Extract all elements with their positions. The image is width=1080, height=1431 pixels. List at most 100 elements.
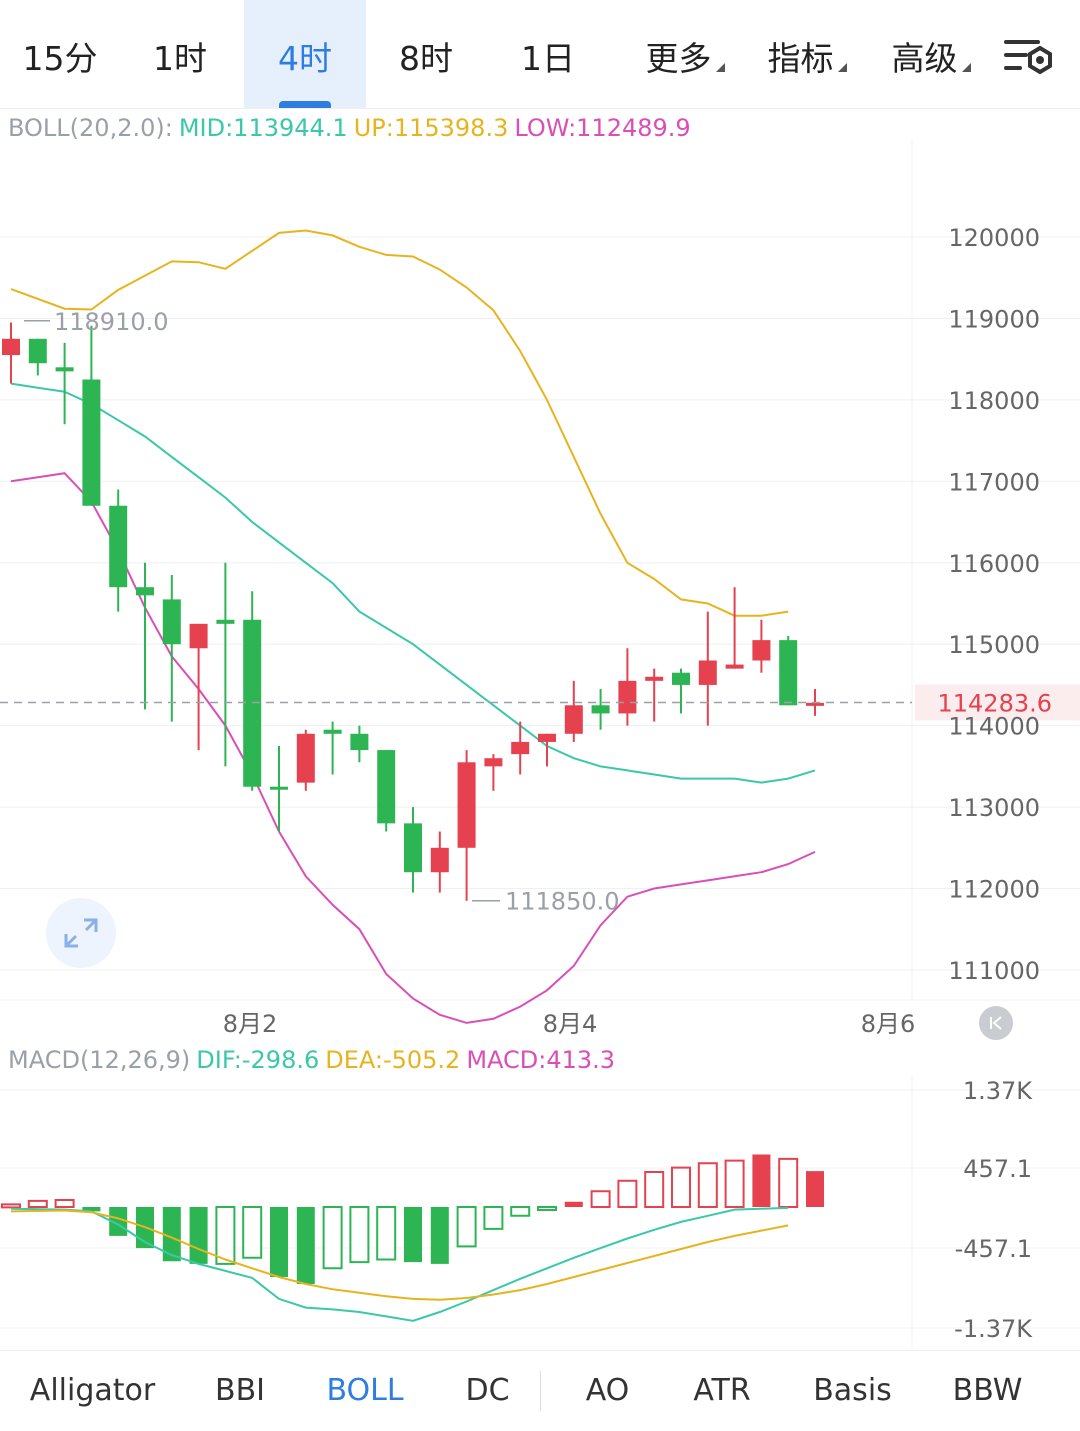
macd-histogram-bar xyxy=(54,1199,75,1208)
candle xyxy=(484,754,503,791)
indicator-boll[interactable]: BOLL xyxy=(310,1351,420,1431)
macd-chart[interactable]: 1.37K 457.1 -457.1 -1.37K xyxy=(0,1075,1080,1350)
candle-body xyxy=(645,676,664,681)
low-marker-label: 111850.0 xyxy=(505,888,620,916)
boll-upper-line xyxy=(10,229,789,617)
macd-tick-label: 1.37K xyxy=(963,1077,1033,1105)
candle-body xyxy=(2,338,20,356)
macd-histogram-bar xyxy=(162,1207,181,1262)
expand-arrows-icon xyxy=(64,918,98,948)
candle xyxy=(55,342,74,425)
candle-body xyxy=(698,660,717,685)
tab-4h[interactable]: 4时 xyxy=(244,0,366,108)
candle xyxy=(162,574,181,722)
macd-histogram-bar xyxy=(778,1157,799,1208)
timeframe-bar: 15分 1时 4时 8时 1日 更多 指标 高级 xyxy=(0,0,1080,109)
chart-settings-icon[interactable] xyxy=(1002,36,1056,82)
candle-body xyxy=(752,640,771,661)
macd-histogram-bar xyxy=(349,1206,370,1264)
price-tick-label: 115000 xyxy=(948,631,1040,659)
candle-body xyxy=(377,750,396,824)
price-tick-label: 111000 xyxy=(948,957,1040,985)
date-tick-label: 8月6 xyxy=(861,1010,916,1038)
macd-histogram-bar xyxy=(537,1206,557,1211)
candle xyxy=(296,729,315,791)
macd-histogram-bar xyxy=(697,1162,718,1208)
candle-body xyxy=(109,505,128,588)
candle-body xyxy=(511,741,530,755)
candle-body xyxy=(55,367,74,372)
candle-body xyxy=(457,762,476,848)
boll-mid-value: MID:113944.1 xyxy=(178,114,348,142)
price-tick-label: 114000 xyxy=(948,713,1040,741)
candle xyxy=(28,338,47,376)
price-tick-label: 118000 xyxy=(948,387,1040,415)
candle xyxy=(538,733,556,767)
indicator-label: BBW xyxy=(952,1373,1023,1408)
indicator-atr[interactable]: ATR xyxy=(672,1351,772,1431)
current-price-badge-cover xyxy=(915,684,1080,715)
price-tick-label: 116000 xyxy=(948,550,1040,578)
tab-15m[interactable]: 15分 xyxy=(10,0,110,108)
candle-body xyxy=(564,705,583,734)
high-marker-label: 118910.0 xyxy=(54,308,169,336)
more-dropdown[interactable]: 更多 xyxy=(630,0,740,108)
macd-histogram-bar xyxy=(510,1206,531,1217)
indicator-alligator[interactable]: Alligator xyxy=(20,1351,165,1431)
candle-body xyxy=(591,705,610,714)
macd-histogram-bar xyxy=(806,1171,824,1207)
tab-label: 更多 xyxy=(645,39,712,78)
tab-separator xyxy=(540,1371,541,1411)
macd-tick-label: 457.1 xyxy=(963,1155,1032,1183)
indicator-bbi[interactable]: BBI xyxy=(190,1351,290,1431)
price-tick-label: 120000 xyxy=(948,224,1040,252)
macd-dif-line xyxy=(10,1206,789,1322)
fullscreen-button[interactable] xyxy=(46,898,116,968)
macd-legend: MACD(12,26,9) DIF:-298.6 DEA:-505.2 MACD:41… xyxy=(8,1046,621,1074)
macd-histogram-bar xyxy=(189,1207,208,1264)
macd-tick-label: -457.1 xyxy=(955,1235,1032,1263)
indicator-tabs: Alligator BBI BOLL DC AO ATR Basis BBW xyxy=(0,1350,1080,1431)
candle xyxy=(457,750,476,901)
tab-1d[interactable]: 1日 xyxy=(498,0,598,108)
candle xyxy=(725,587,744,669)
current-price-label: 114283.6 xyxy=(937,690,1052,718)
candle-body xyxy=(162,599,181,645)
indicator-basis[interactable]: Basis xyxy=(795,1351,910,1431)
active-tab-indicator xyxy=(279,101,331,108)
candle-body xyxy=(323,729,342,734)
candle xyxy=(645,668,664,722)
candle-body xyxy=(779,640,798,706)
tab-8h[interactable]: 8时 xyxy=(376,0,476,108)
macd-histogram-bar xyxy=(724,1159,745,1208)
indicator-label: BOLL xyxy=(326,1373,404,1408)
macd-histogram-bar xyxy=(296,1207,315,1284)
indicator-ao[interactable]: AO xyxy=(560,1351,655,1431)
indicator-bbw[interactable]: BBW xyxy=(935,1351,1040,1431)
advanced-dropdown[interactable]: 高级 xyxy=(876,0,986,108)
macd-histogram-bar xyxy=(376,1206,397,1261)
macd-label: MACD(12,26,9) xyxy=(8,1046,191,1074)
candle-body xyxy=(430,847,449,873)
macd-histogram-bar xyxy=(27,1199,48,1208)
boll-label: BOLL(20,2.0): xyxy=(8,114,173,142)
dropdown-triangle-icon xyxy=(961,63,971,72)
candlestick-chart[interactable]: 120000 119000 118000 117000 116000 115000 1140… xyxy=(0,140,1080,1050)
candle-body xyxy=(672,672,690,685)
indicators-dropdown[interactable]: 指标 xyxy=(752,0,862,108)
candle xyxy=(618,648,637,726)
macd-histogram-bar xyxy=(322,1206,343,1270)
candle xyxy=(511,721,530,775)
candle-body xyxy=(296,733,315,783)
candle-body xyxy=(538,733,556,742)
candle xyxy=(752,619,771,673)
indicator-dc[interactable]: DC xyxy=(440,1351,535,1431)
tab-1h[interactable]: 1时 xyxy=(130,0,230,108)
boll-lower-line xyxy=(10,472,816,1024)
macd-dea-line xyxy=(10,1209,789,1301)
candle xyxy=(109,489,128,612)
indicator-label: BBI xyxy=(214,1373,265,1408)
scroll-to-latest-button[interactable] xyxy=(979,1006,1013,1040)
candle xyxy=(136,562,154,710)
tab-label: 指标 xyxy=(767,39,834,78)
